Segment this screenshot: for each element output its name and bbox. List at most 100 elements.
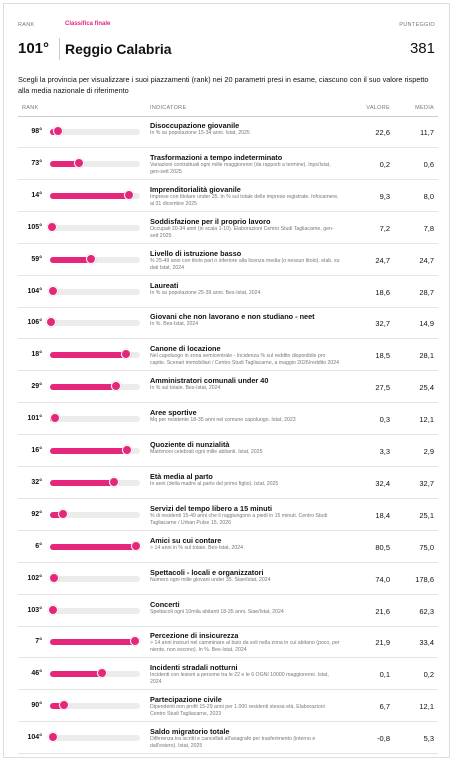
table-row: 90° Partecipazione civile Dipendenti non p… xyxy=(18,691,438,723)
indicator: Saldo migratorio totale Differenza tra is… xyxy=(150,727,340,750)
indicator-title: Percezione di insicurezza xyxy=(150,631,239,641)
valore: 21,9 xyxy=(375,638,390,648)
rank-track xyxy=(50,700,140,711)
table-row: 104° Saldo migratorio totale Differenza tr… xyxy=(18,723,438,755)
valore: 6,7 xyxy=(379,702,390,712)
rank: 16° xyxy=(31,447,42,454)
valore: 18,6 xyxy=(375,287,390,297)
indicator: Partecipazione civile Dipendenti non prof… xyxy=(150,695,340,718)
indicator-description: Matrimoni celebrati ogni mille abitanti.… xyxy=(150,449,263,455)
rank: 14° xyxy=(31,191,42,199)
media: 178,6 xyxy=(415,574,434,584)
table-row: 98° Disoccupazione giovanile In % su popol… xyxy=(18,117,438,148)
indicator-title: Partecipazione civile xyxy=(150,695,222,705)
rank-bar xyxy=(50,639,135,646)
rank-track xyxy=(50,126,140,136)
table-row: 16° Quoziente di nunzialità Matrimoni cele… xyxy=(18,436,438,467)
indicator-title: Giovani che non lavorano e non studiano … xyxy=(150,312,315,322)
rank-dot xyxy=(57,508,68,519)
rank: 103° xyxy=(27,606,42,614)
rank-bar xyxy=(50,543,136,550)
indicator: Amici su cui contare > 14 anni in % sul t… xyxy=(150,536,340,552)
indicator-description: Numero ogni mille giovani under 35. Siae… xyxy=(150,576,271,583)
indicator-title: Spettacoli - locali e organizzatori xyxy=(150,567,264,577)
indicator-title: Laureati xyxy=(150,280,179,290)
rank-track xyxy=(50,381,140,392)
rank-track xyxy=(49,572,140,583)
indicator-title: Amici su cui contare xyxy=(150,535,222,545)
table-row: 18° Canone di locazione Nel capoluogo in z… xyxy=(18,340,438,372)
rank-track xyxy=(50,508,140,519)
valore: 3,3 xyxy=(379,447,390,456)
rank-dot xyxy=(108,476,119,487)
rank-track xyxy=(50,349,140,360)
rank-dot xyxy=(49,572,60,583)
indicator-description: % di residenti 15-49 anni che li raggiun… xyxy=(150,512,328,526)
media: 7,8 xyxy=(423,223,434,233)
rank-bar xyxy=(50,671,102,678)
indicator: Concerti Spettacoli ogni 10mila abitanti … xyxy=(150,600,340,616)
card: RANK Classifica finale PUNTEGGIO 101° Re… xyxy=(3,3,450,758)
rank-dot xyxy=(59,700,70,711)
indicator: Giovani che non lavorano e non studiano … xyxy=(150,312,340,328)
indicator-description: In % sul totale. Bes-Istat, 2024 xyxy=(150,385,221,392)
rank-dot xyxy=(48,604,59,615)
media: 25,4 xyxy=(419,383,434,393)
media: 32,7 xyxy=(419,478,434,488)
table-row: 59° Livello di istruzione basso% 25-49 an… xyxy=(18,245,438,276)
indicator-description: In % su popolazione 25-39 anni. Bes-Ista… xyxy=(150,289,261,296)
valore: 32,7 xyxy=(375,319,390,329)
media: 11,7 xyxy=(419,128,434,137)
table-row: 73° Trasformazioni a tempo indeterminato V… xyxy=(18,149,438,180)
indicator-description: In % su popolazione 15-34 anni. Istat, 2… xyxy=(150,130,250,136)
rank: 46° xyxy=(31,670,42,678)
media: 8,0 xyxy=(423,191,434,201)
table-row: 7° Percezione di insicurezza > 14 anni ins… xyxy=(18,627,438,659)
indicator: Incidenti stradali notturni Incidenti con… xyxy=(150,663,340,686)
media: 12,1 xyxy=(419,415,434,425)
rank-track xyxy=(50,636,140,647)
indicator-description: Nel capoluogo in zona semicentrale - Inc… xyxy=(150,353,340,367)
rank: 18° xyxy=(31,351,42,359)
indicator-description: Imprese con titolare under 35. In % sul … xyxy=(150,193,339,207)
valore: 18,5 xyxy=(375,351,390,361)
rank-bar xyxy=(50,192,129,199)
col-header: INDICATORE xyxy=(150,105,187,111)
table-row: 29° Amministratori comunali under 40 In % … xyxy=(18,372,438,404)
rank-bar xyxy=(50,384,117,391)
indicator-title: Concerti xyxy=(150,599,180,609)
indicator: Livello di istruzione basso% 25-49 anni … xyxy=(150,249,340,272)
indicator: Spettacoli - locali e organizzatori Numer… xyxy=(150,568,340,584)
rank-bar xyxy=(50,703,65,710)
intro: Scegli la provincia per visualizzare i s… xyxy=(18,75,429,95)
rank-track xyxy=(47,732,140,743)
indicator: Trasformazioni a tempo indeterminato Vari… xyxy=(150,153,340,176)
rank: 59° xyxy=(31,255,42,263)
media: 0,6 xyxy=(423,159,434,169)
rank-track xyxy=(50,540,141,551)
rank-track xyxy=(50,413,140,424)
rank-track xyxy=(50,668,140,679)
rank-track xyxy=(48,604,140,615)
valore: 22,6 xyxy=(375,128,390,137)
valore: 80,5 xyxy=(375,542,390,552)
rank-track xyxy=(46,221,140,232)
indicator-description: Mq per residente 18-35 anni nel comune c… xyxy=(150,417,296,424)
indicator: Aree sportive Mq per residente 18-35 anni… xyxy=(150,408,340,424)
rank: 104° xyxy=(27,287,42,295)
indicator: Canone di locazione Nel capoluogo in zona… xyxy=(150,344,340,367)
rank-bar xyxy=(50,256,91,263)
rank: 7° xyxy=(35,638,42,646)
rank-track xyxy=(50,476,140,487)
indicator-description: % 25-49 anni con titolo pari o inferiore… xyxy=(150,257,340,271)
indicator: Imprenditorialità giovanile Imprese con t… xyxy=(150,185,340,208)
indicator: Quoziente di nunzialità Matrimoni celebra… xyxy=(150,440,340,456)
rank-dot xyxy=(123,189,134,200)
rank-bar xyxy=(50,511,63,518)
table-row: 32° Età media al parto In anni (della madr… xyxy=(18,468,438,499)
media: 5,3 xyxy=(423,734,434,744)
rank: 104° xyxy=(27,734,42,742)
indicator: Soddisfazione per il proprio lavoro Occup… xyxy=(150,217,340,240)
indicator-title: Livello di istruzione basso xyxy=(150,248,242,258)
indicator-title: Trasformazioni a tempo indeterminato xyxy=(150,152,283,162)
